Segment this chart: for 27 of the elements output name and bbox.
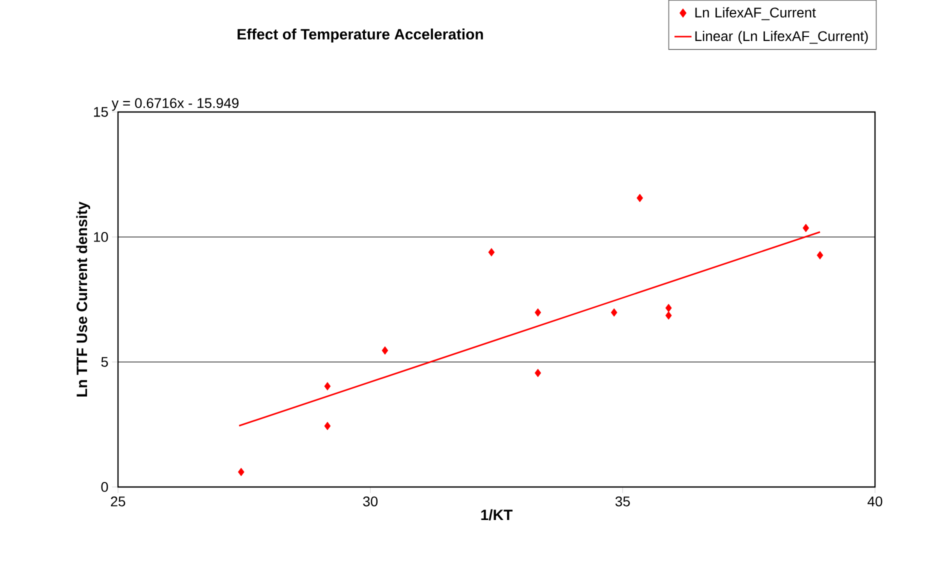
x-tick-label: 25 xyxy=(110,496,126,506)
x-tick-label: 35 xyxy=(615,496,630,506)
y-tick-label: 5 xyxy=(101,357,108,367)
x-axis-title: 1/KT xyxy=(481,509,513,520)
y-tick-label: 0 xyxy=(101,482,108,492)
point xyxy=(488,248,495,256)
point xyxy=(610,308,618,317)
legend-label: Ln LifexAF_Current xyxy=(695,7,816,20)
point xyxy=(238,468,244,476)
point xyxy=(382,346,388,355)
legend-label: Linear (Ln LifexAF_Current) xyxy=(695,30,868,44)
point xyxy=(665,311,672,320)
point xyxy=(802,224,810,232)
y-tick-label: 15 xyxy=(94,107,108,117)
x-tick-label: 40 xyxy=(868,496,882,506)
point xyxy=(324,422,331,430)
y-tick-label: 10 xyxy=(94,232,108,242)
point xyxy=(636,194,644,202)
point xyxy=(324,382,331,390)
chart-title: Effect of Temperature Acceleration xyxy=(238,28,483,42)
y-axis-title: Ln TTF Use Current density xyxy=(76,202,90,396)
point xyxy=(665,304,672,312)
text: y = 0.6716x - 15.949 xyxy=(112,98,239,111)
x-tick-label: 30 xyxy=(363,496,378,506)
point xyxy=(534,368,542,378)
point xyxy=(534,308,542,317)
point xyxy=(816,251,824,260)
